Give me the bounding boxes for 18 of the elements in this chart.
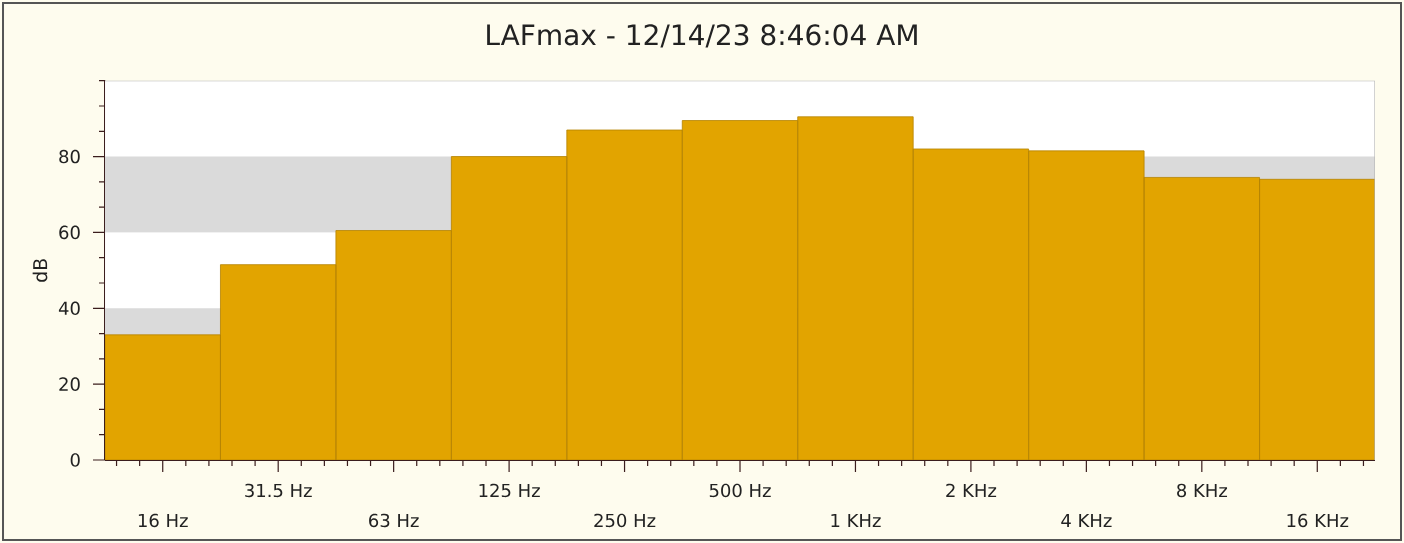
y-tick-label: 60 xyxy=(59,225,80,240)
x-tick-label: 16 KHz xyxy=(1287,513,1349,528)
x-tick-label: 31.5 Hz xyxy=(245,483,312,498)
x-tick-label: 125 Hz xyxy=(479,483,540,498)
x-tick-label: 8 KHz xyxy=(1177,483,1228,498)
y-tick-label: 40 xyxy=(58,301,80,316)
chart-title: LAFmax - 12/14/23 8:46:04 AM xyxy=(487,24,917,48)
y-tick-label: 80 xyxy=(59,149,80,164)
x-tick-label: 1 KHz xyxy=(831,513,881,527)
x-tick-label: 2 KHz xyxy=(946,483,997,497)
y-tick-label: 20 xyxy=(59,377,80,391)
x-tick-label: 16 Hz xyxy=(138,513,188,528)
x-tick-label: 63 Hz xyxy=(369,513,419,528)
x-tick-label: 500 Hz xyxy=(709,483,771,498)
y-axis-title: dB xyxy=(32,259,48,282)
y-tick-label: 0 xyxy=(70,453,80,467)
x-tick-label: 4 KHz xyxy=(1061,513,1112,527)
x-tick-label: 250 Hz xyxy=(594,513,656,528)
